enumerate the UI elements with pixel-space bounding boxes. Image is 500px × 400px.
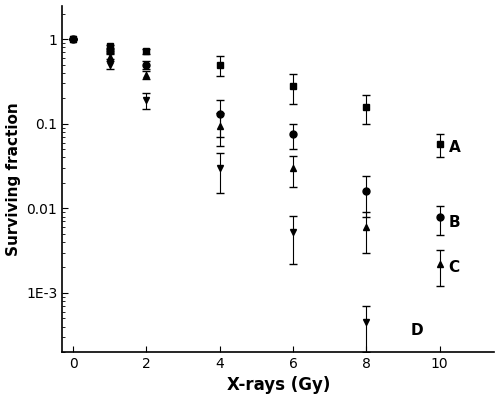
Y-axis label: Surviving fraction: Surviving fraction: [6, 102, 20, 256]
Text: C: C: [448, 260, 460, 275]
X-axis label: X-rays (Gy): X-rays (Gy): [226, 376, 330, 394]
Text: D: D: [410, 323, 423, 338]
Text: B: B: [448, 215, 460, 230]
Text: A: A: [448, 140, 460, 155]
